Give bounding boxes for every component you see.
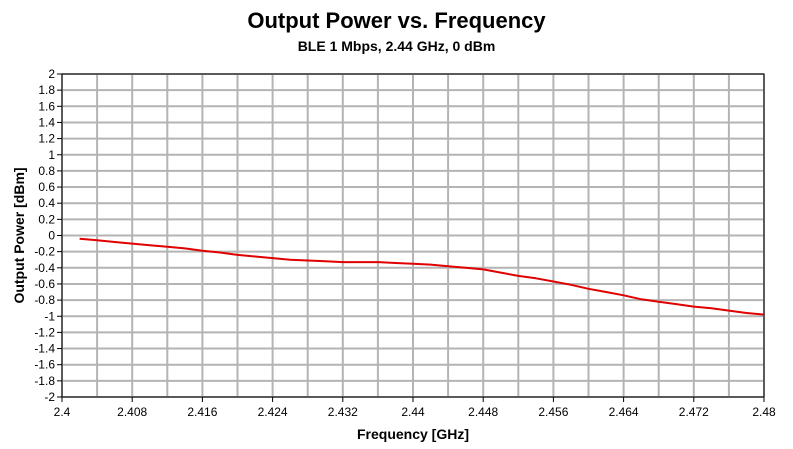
chart-subtitle: BLE 1 Mbps, 2.44 GHz, 0 dBm <box>297 38 496 54</box>
y-axis-ticks: 2 1.8 1.6 1.4 1.2 1 0.8 0.6 0.4 0.2 0 -0.2 -0.4 -0.6 -… <box>34 67 62 404</box>
y-tick-label: 1.4 <box>38 115 55 129</box>
series-layer <box>79 237 765 316</box>
y-axis-label: Output Power [dBm] <box>11 167 27 303</box>
x-tick-label: 2.44 <box>401 405 425 419</box>
y-tick-label: 0.2 <box>38 212 55 226</box>
y-tick-label: -1.2 <box>34 325 55 339</box>
y-tick-label: -0.8 <box>34 293 55 307</box>
y-tick-label: 1.2 <box>38 132 55 146</box>
x-axis-label: Frequency [GHz] <box>357 426 469 442</box>
y-tick-label: 0.4 <box>38 196 55 210</box>
x-tick-label: 2.464 <box>609 405 639 419</box>
x-tick-label: 2.408 <box>117 405 147 419</box>
y-tick-label: -1.8 <box>34 374 55 388</box>
y-tick-label: -1.4 <box>34 342 55 356</box>
series-line <box>79 237 765 316</box>
grid-lines <box>61 73 765 398</box>
y-tick-label: -0.4 <box>34 261 55 275</box>
y-tick-label: -2 <box>44 390 55 404</box>
x-tick-label: 2.432 <box>328 405 358 419</box>
y-tick-label: 1 <box>48 148 55 162</box>
y-tick-label: 1.6 <box>38 99 55 113</box>
x-tick-label: 2.424 <box>258 405 288 419</box>
y-tick-label: -1 <box>44 309 55 323</box>
x-tick-label: 2.4 <box>54 405 71 419</box>
y-tick-label: 0.6 <box>38 180 55 194</box>
y-tick-label: 1.8 <box>38 83 55 97</box>
y-tick-label: -0.2 <box>34 245 55 259</box>
y-tick-label: -1.6 <box>34 358 55 372</box>
y-tick-label: -0.6 <box>34 277 55 291</box>
chart-title: Output Power vs. Frequency <box>247 8 546 33</box>
x-tick-label: 2.48 <box>752 405 776 419</box>
y-tick-label: 0 <box>48 229 55 243</box>
x-axis-ticks: 2.4 2.408 2.416 2.424 2.432 2.44 2.448 2.456 2.4… <box>54 397 776 419</box>
x-tick-label: 2.448 <box>468 405 498 419</box>
y-tick-label: 2 <box>48 67 55 81</box>
y-tick-label: 0.8 <box>38 164 55 178</box>
x-tick-label: 2.472 <box>679 405 709 419</box>
x-tick-label: 2.456 <box>538 405 568 419</box>
x-tick-label: 2.416 <box>187 405 217 419</box>
